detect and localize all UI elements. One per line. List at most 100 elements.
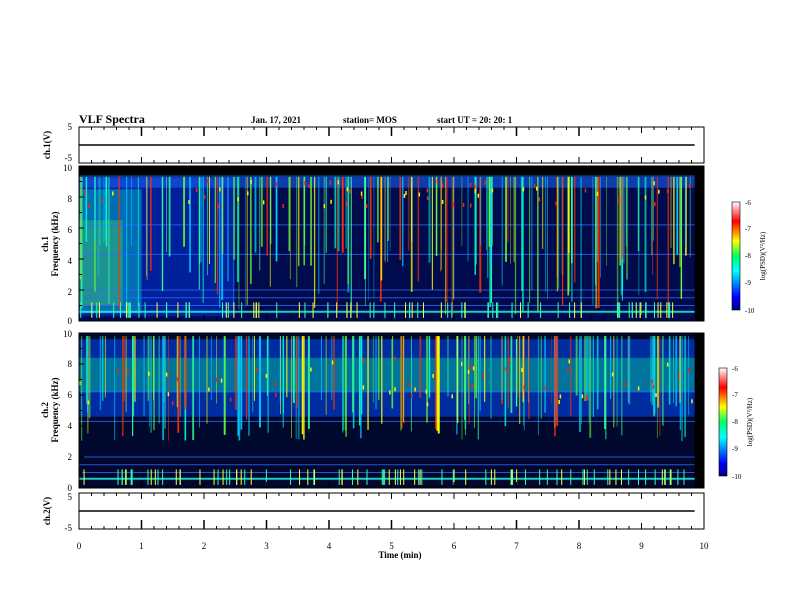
hotspot-2-56 bbox=[460, 361, 463, 366]
hotspot-1-58 bbox=[469, 183, 472, 188]
hotspot-2-51 bbox=[275, 393, 277, 398]
ch1-ftick-10: 10 bbox=[63, 163, 73, 173]
hotspot-1-33 bbox=[101, 199, 103, 204]
x-axis: 0 1 2 3 4 5 6 7 8 9 10 Time (min) bbox=[77, 541, 709, 560]
hotspot-1-42 bbox=[84, 190, 86, 195]
hotspot-2-12 bbox=[432, 373, 434, 378]
ch2-spectrogram-ylabel-channel: ch.2 bbox=[40, 402, 50, 418]
hotspot-2-17 bbox=[501, 400, 503, 405]
hotspot-2-29 bbox=[666, 362, 669, 367]
hotspot-2-59 bbox=[394, 387, 396, 392]
ch1-ftick-8: 8 bbox=[68, 194, 73, 204]
ch1-ytick-bottom: -5 bbox=[65, 153, 73, 163]
hotspot-2-14 bbox=[176, 377, 179, 382]
hotspot-2-4 bbox=[310, 367, 312, 372]
hotspot-2-18 bbox=[655, 392, 657, 397]
ch1-spectrogram-panel: 0 2 4 6 8 10 ch.1 Frequency (kHz) bbox=[40, 163, 705, 326]
ch1-cb-tick-10: -10 bbox=[745, 307, 755, 315]
xtick-8: 8 bbox=[577, 541, 582, 551]
hotspot-1-15 bbox=[477, 193, 480, 198]
ch2-ftick-0: 0 bbox=[68, 483, 73, 493]
xtick-5: 5 bbox=[389, 541, 394, 551]
hotspot-1-47 bbox=[418, 192, 421, 197]
ch2-mid-band-core bbox=[79, 357, 695, 392]
hotspot-2-26 bbox=[426, 402, 429, 407]
hotspot-2-49 bbox=[567, 367, 569, 372]
hotspot-1-24 bbox=[361, 194, 363, 199]
hotspot-1-44 bbox=[275, 182, 277, 187]
ch1-colorbar: -6 -7 -8 -9 -10 log(PSD)(V²/Hz) bbox=[731, 199, 767, 315]
ch2-cb-tick-10: -10 bbox=[732, 473, 742, 481]
hotspot-2-35 bbox=[637, 386, 640, 391]
ch2-ytick-bottom: -5 bbox=[65, 523, 73, 533]
figure-title: VLF Spectra bbox=[79, 112, 145, 126]
xtick-3: 3 bbox=[264, 541, 269, 551]
ch1-cb-tick-7: -7 bbox=[745, 225, 751, 233]
hotspot-2-3 bbox=[559, 394, 562, 399]
hotspot-1-18 bbox=[533, 184, 536, 189]
hotspot-1-26 bbox=[330, 199, 332, 204]
hotspot-2-27 bbox=[274, 381, 277, 386]
ch1-voltage-ylabel: ch.1(V) bbox=[42, 131, 52, 159]
hotspot-1-19 bbox=[112, 191, 114, 196]
hotspot-2-6 bbox=[394, 356, 396, 361]
hotspot-1-14 bbox=[88, 203, 90, 208]
hotspot-2-0 bbox=[467, 369, 470, 374]
hotspot-2-52 bbox=[165, 372, 168, 377]
ch1-spectrogram-marks bbox=[79, 175, 695, 321]
hotspot-1-4 bbox=[262, 200, 265, 205]
hotspot-1-38 bbox=[329, 180, 332, 185]
ch2-cb-tick-7: -7 bbox=[732, 391, 738, 399]
hotspot-1-40 bbox=[203, 195, 206, 200]
ch2-voltage-ylabel: ch.2(V) bbox=[42, 497, 52, 525]
hotspot-1-12 bbox=[246, 191, 249, 196]
xtick-0: 0 bbox=[77, 541, 82, 551]
hotspot-2-16 bbox=[521, 367, 523, 372]
hotspot-1-10 bbox=[538, 197, 541, 202]
hotspot-2-21 bbox=[558, 400, 560, 405]
ch1-spectrogram-ylabel-frequency: Frequency (kHz) bbox=[50, 211, 60, 276]
hotspot-2-42 bbox=[265, 373, 268, 378]
hotspot-1-16 bbox=[689, 184, 691, 189]
hotspot-2-22 bbox=[215, 377, 218, 382]
hotspot-2-39 bbox=[691, 399, 693, 404]
hotspot-2-47 bbox=[171, 401, 174, 406]
hotspot-1-53 bbox=[349, 189, 351, 194]
hotspot-1-29 bbox=[462, 202, 465, 207]
hotspot-1-17 bbox=[666, 189, 669, 194]
hotspot-1-46 bbox=[474, 184, 476, 189]
hotspot-2-46 bbox=[543, 386, 546, 391]
xtick-4: 4 bbox=[327, 541, 332, 551]
hotspot-2-32 bbox=[127, 370, 129, 375]
hotspot-1-35 bbox=[491, 188, 494, 193]
ch1-spectrogram-ylabel-channel: ch.1 bbox=[40, 236, 50, 252]
hotspot-1-57 bbox=[282, 203, 284, 208]
ch2-ftick-8: 8 bbox=[68, 359, 73, 369]
hotspot-1-50 bbox=[308, 184, 310, 189]
header-date: Jan. 17, 2021 bbox=[251, 115, 302, 125]
hotspot-2-36 bbox=[229, 397, 232, 402]
hotspot-1-36 bbox=[522, 187, 525, 192]
hotspot-1-54 bbox=[237, 197, 239, 202]
hotspot-2-28 bbox=[362, 385, 365, 390]
hotspot-2-5 bbox=[389, 390, 391, 395]
hotspot-2-24 bbox=[167, 392, 170, 397]
hotspot-1-11 bbox=[441, 199, 444, 204]
ch2-colorbar: -6 -7 -8 -9 -10 log(PSD)(V²/Hz) bbox=[718, 365, 754, 481]
hotspot-2-44 bbox=[414, 387, 416, 392]
xtick-9: 9 bbox=[639, 541, 644, 551]
x-axis-label: Time (min) bbox=[378, 550, 421, 560]
ch1-ytick-top: 5 bbox=[68, 122, 73, 132]
ch2-ytick-top: 5 bbox=[68, 492, 73, 502]
hotspot-1-45 bbox=[405, 191, 407, 196]
header-station: station= MOS bbox=[343, 115, 397, 125]
hotspot-1-49 bbox=[658, 189, 660, 194]
hotspot-1-6 bbox=[484, 180, 486, 185]
ch1-ftick-0: 0 bbox=[68, 316, 73, 326]
hotspot-2-57 bbox=[331, 360, 334, 365]
ch1-ftick-6: 6 bbox=[68, 225, 73, 235]
hotspot-1-34 bbox=[195, 188, 198, 193]
hotspot-2-43 bbox=[508, 358, 511, 363]
hotspot-2-37 bbox=[585, 397, 588, 402]
hotspot-1-59 bbox=[346, 201, 348, 206]
